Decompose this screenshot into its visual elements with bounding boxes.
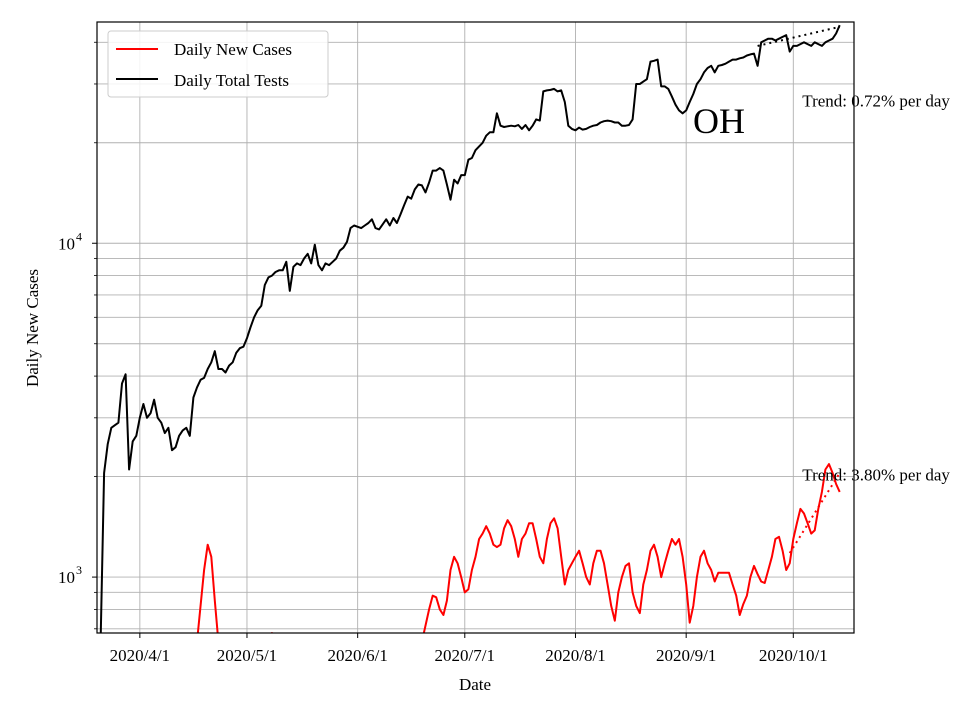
x-tick-label: 2020/4/1: [110, 646, 170, 665]
legend-label-cases: Daily New Cases: [174, 40, 292, 59]
x-tick-label: 2020/8/1: [545, 646, 605, 665]
y-tick-label: 10: [58, 234, 75, 253]
plot-frame: [96, 21, 855, 634]
trend-annotation: Trend: 0.72% per day: [802, 91, 950, 110]
legend-label-tests: Daily Total Tests: [174, 71, 289, 90]
daily-new-cases-line: [196, 463, 841, 633]
daily-total-tests-line: [99, 24, 841, 633]
x-axis-label: Date: [459, 675, 491, 694]
y-tick-exponent: 3: [76, 563, 82, 577]
x-tick-label: 2020/10/1: [759, 646, 828, 665]
legend-box: [107, 30, 329, 98]
legend: Daily New Cases Daily Total Tests: [107, 30, 329, 98]
x-tick-label: 2020/5/1: [217, 646, 277, 665]
x-tick-label: 2020/9/1: [656, 646, 716, 665]
ticks: 2020/4/1 2020/5/1 2020/6/1 2020/7/1 2020/8/1…: [58, 41, 828, 665]
y-axis-label: Daily New Cases: [23, 269, 42, 387]
y-tick-exponent: 4: [76, 229, 82, 243]
x-tick-label: 2020/7/1: [435, 646, 495, 665]
cases-trend-line: [788, 472, 841, 554]
state-label: OH: [693, 101, 745, 141]
trend-annotation: Trend: 3.80% per day: [802, 465, 950, 484]
annotations: Trend: 0.72% per day Trend: 3.80% per day: [802, 91, 950, 484]
y-tick-label: 10: [58, 568, 75, 587]
grid: [97, 22, 854, 633]
series-layer: [99, 24, 841, 633]
tests-trend-line: [757, 25, 840, 47]
x-tick-label: 2020/6/1: [327, 646, 387, 665]
